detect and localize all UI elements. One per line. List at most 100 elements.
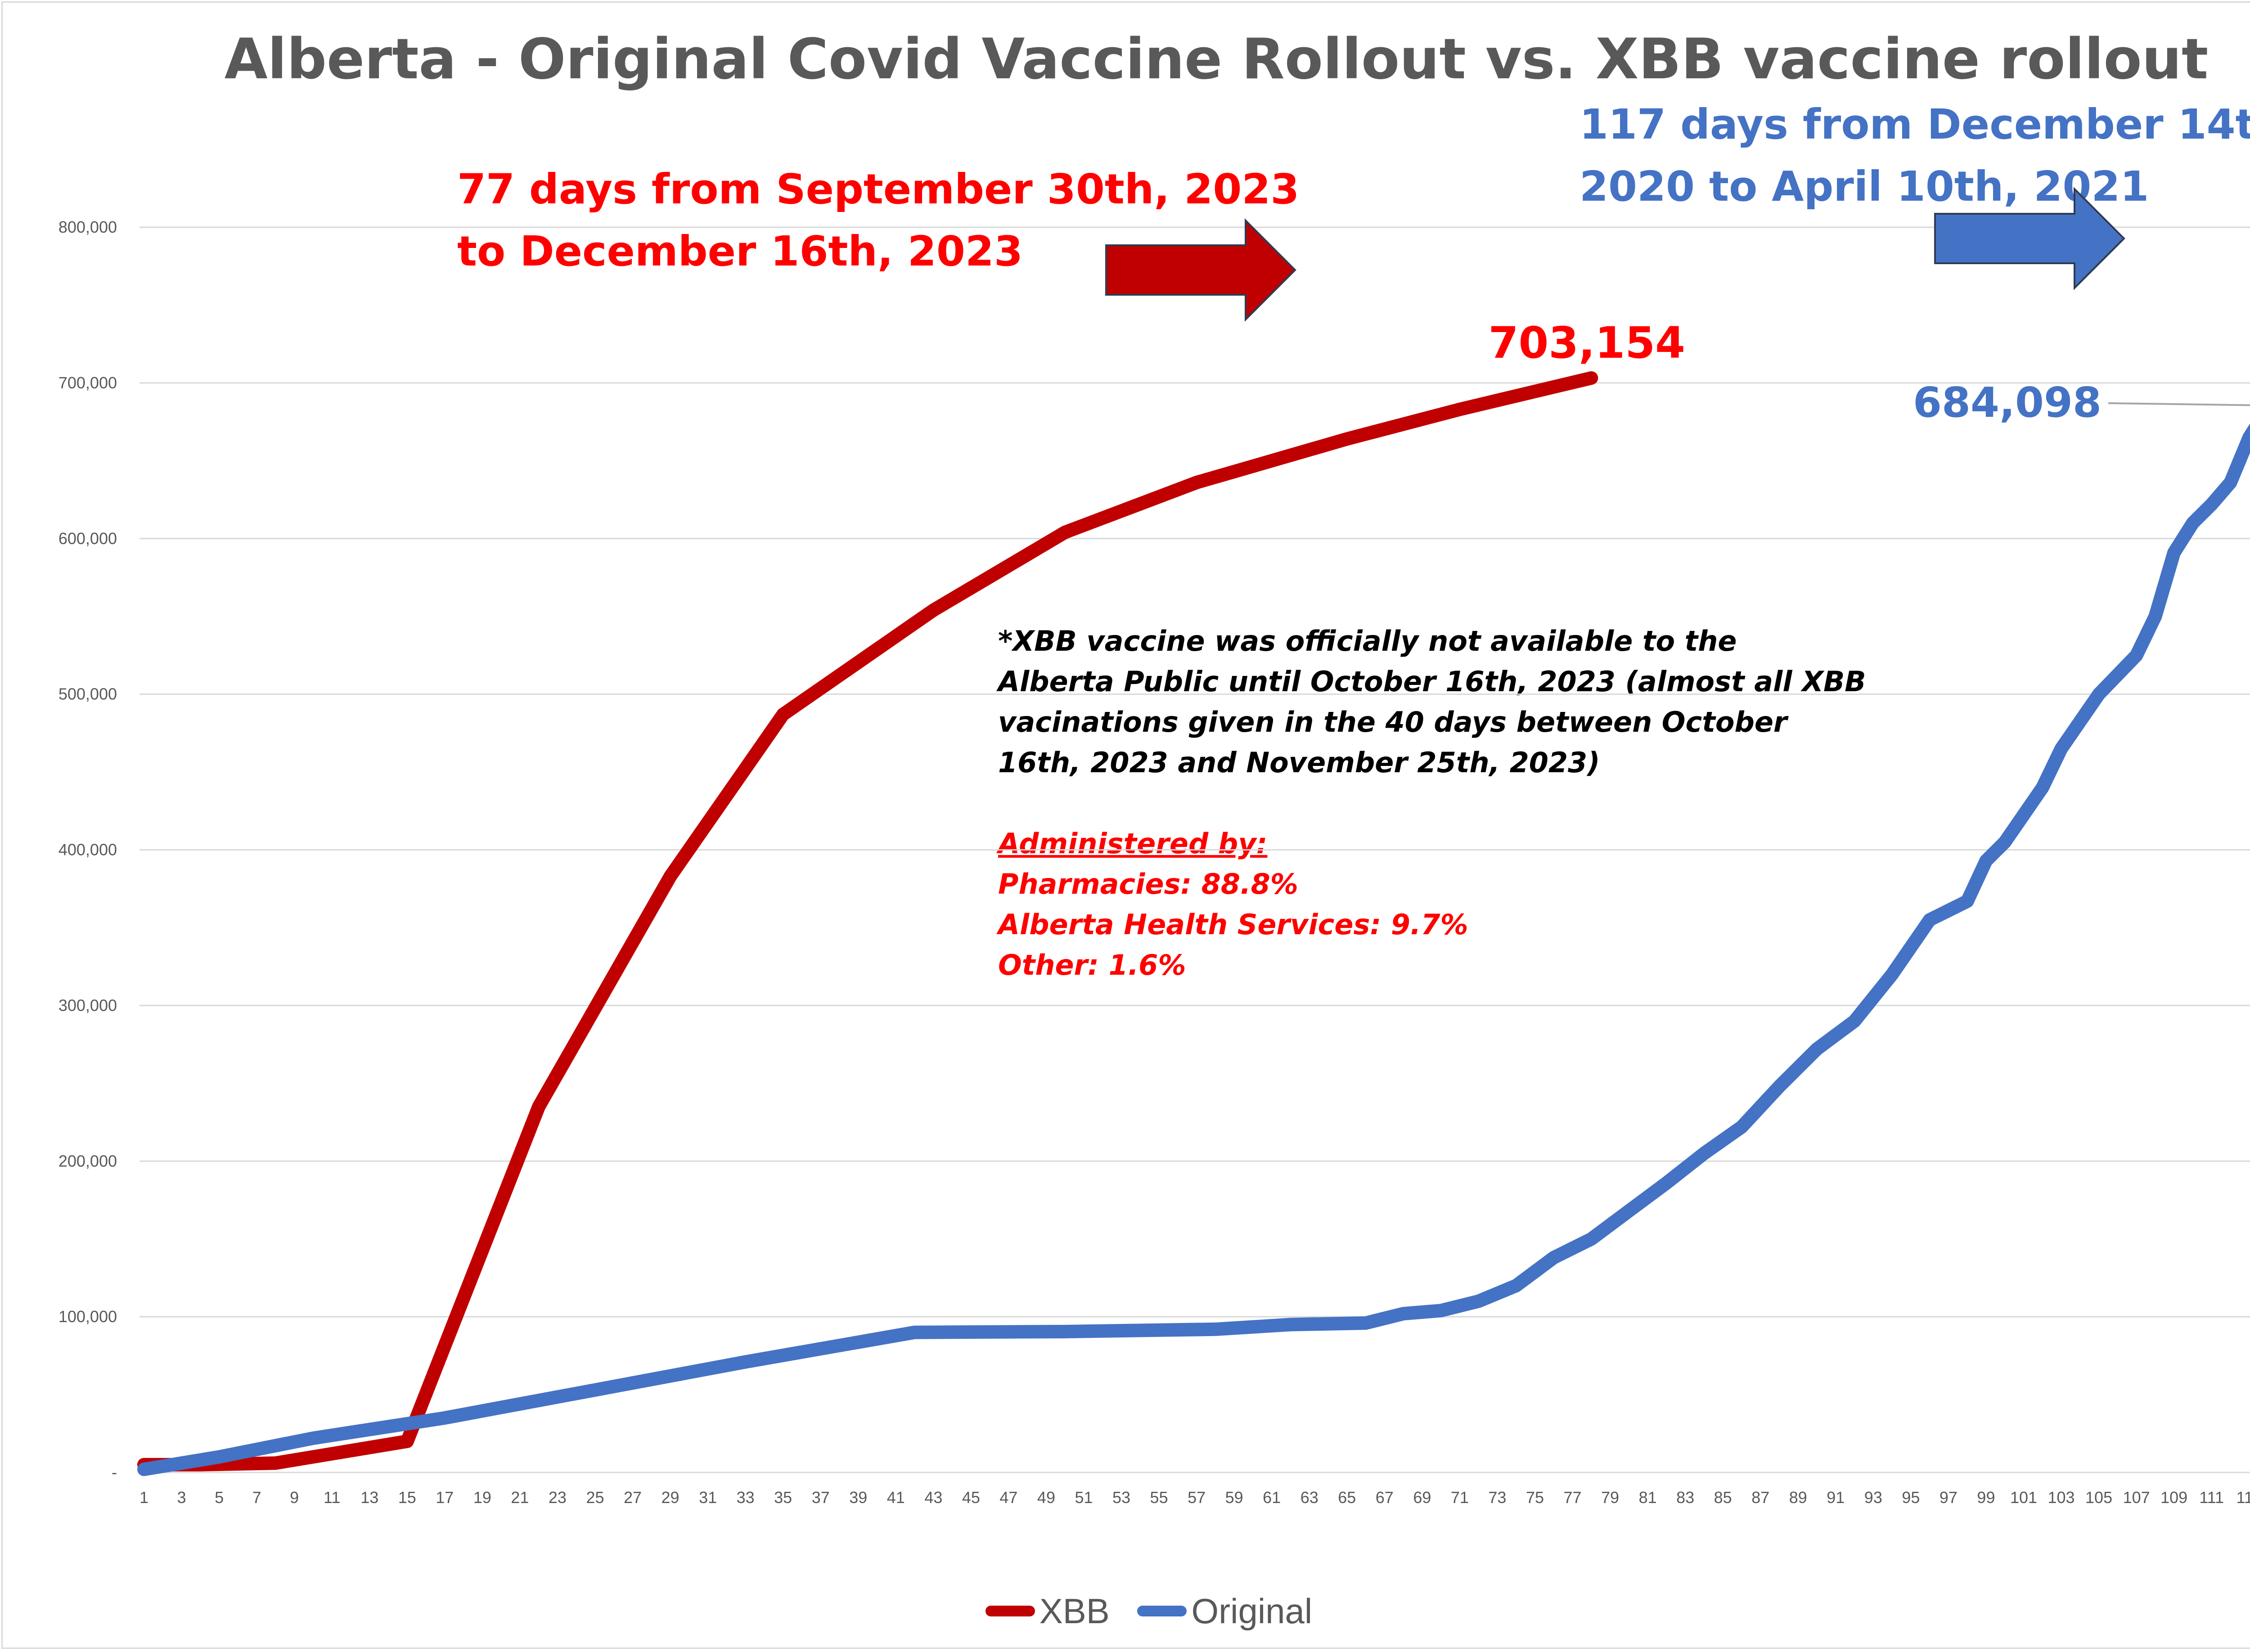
x-tick-label: 9 bbox=[290, 1488, 299, 1507]
x-tick-label: 11 bbox=[324, 1488, 340, 1507]
x-tick-label: 93 bbox=[1864, 1488, 1882, 1507]
xbb-end-label: 703,154 bbox=[1489, 318, 1685, 368]
x-tick-label: 53 bbox=[1112, 1488, 1130, 1507]
x-tick-label: 111 bbox=[2199, 1488, 2224, 1507]
x-tick-label: 67 bbox=[1376, 1488, 1394, 1507]
note-line-3: vacinations given in the 40 days between… bbox=[998, 706, 1787, 738]
x-tick-label: 103 bbox=[2048, 1488, 2074, 1507]
x-tick-label: 81 bbox=[1639, 1488, 1657, 1507]
legend-swatch-original bbox=[1137, 1606, 1187, 1616]
x-tick-label: 83 bbox=[1676, 1488, 1694, 1507]
x-tick-label: 39 bbox=[849, 1488, 867, 1507]
x-tick-label: 87 bbox=[1751, 1488, 1769, 1507]
original-arrow bbox=[1934, 187, 2125, 290]
original-end-label: 684,098 bbox=[1913, 378, 2102, 427]
x-tick-label: 45 bbox=[962, 1488, 980, 1507]
administered-ahs: Alberta Health Services: 9.7% bbox=[998, 908, 1468, 941]
x-tick-label: 95 bbox=[1902, 1488, 1920, 1507]
x-tick-label: 65 bbox=[1338, 1488, 1356, 1507]
x-tick-label: 79 bbox=[1601, 1488, 1619, 1507]
y-tick-label: 500,000 bbox=[58, 685, 117, 703]
legend-label-xbb: XBB bbox=[1039, 1591, 1110, 1631]
x-tick-label: 25 bbox=[586, 1488, 604, 1507]
legend-entry-xbb: XBB bbox=[985, 1591, 1110, 1632]
x-tick-label: 21 bbox=[511, 1488, 529, 1507]
legend: XBB Original bbox=[0, 1584, 2250, 1632]
x-tick-label: 113 bbox=[2236, 1488, 2250, 1507]
administered-other: Other: 1.6% bbox=[998, 949, 1186, 981]
xbb-arrow bbox=[1105, 218, 1296, 322]
x-tick-label: 37 bbox=[812, 1488, 830, 1507]
x-tick-label: 35 bbox=[774, 1488, 792, 1507]
series-line-original bbox=[137, 423, 2250, 1476]
x-tick-label: 29 bbox=[662, 1488, 680, 1507]
x-tick-label: 55 bbox=[1150, 1488, 1168, 1507]
end-value-labels: 703,154 684,098 bbox=[1489, 318, 2250, 427]
y-tick-label: 400,000 bbox=[58, 841, 117, 859]
x-tick-label: 51 bbox=[1075, 1488, 1093, 1507]
x-tick-label: 31 bbox=[699, 1488, 717, 1507]
note-line-4: 16th, 2023 and November 25th, 2023) bbox=[998, 746, 1600, 779]
x-tick-label: 23 bbox=[549, 1488, 567, 1507]
x-tick-label: 75 bbox=[1526, 1488, 1544, 1507]
administered-heading: Administered by: bbox=[998, 827, 1268, 860]
x-tick-label: 73 bbox=[1488, 1488, 1506, 1507]
direction-arrows bbox=[1105, 187, 2125, 322]
x-tick-label: 27 bbox=[624, 1488, 642, 1507]
gridlines bbox=[140, 226, 2250, 1473]
x-axis-tick-labels: 1 3 5 7 9 11 13 15 17 19 21 23 25 27 29 31 33 35 37 39 41 43 4… bbox=[140, 1488, 2250, 1507]
x-tick-label: 63 bbox=[1300, 1488, 1318, 1507]
x-tick-label: 91 bbox=[1827, 1488, 1845, 1507]
x-tick-label: 13 bbox=[360, 1488, 378, 1507]
xbb-period-line-2: to December 16th, 2023 bbox=[457, 227, 1023, 275]
series-line-xbb bbox=[137, 371, 1598, 1472]
x-tick-label: 1 bbox=[140, 1488, 148, 1507]
x-tick-label: 49 bbox=[1037, 1488, 1055, 1507]
x-tick-label: 19 bbox=[473, 1488, 491, 1507]
original-period-line-2: 2020 to April 10th, 2021 bbox=[1580, 162, 2149, 211]
x-tick-label: 77 bbox=[1563, 1488, 1581, 1507]
y-axis-tick-labels: - 100,000 200,000 300,000 400,000 500,000 600,… bbox=[58, 218, 117, 1481]
legend-entry-original: Original bbox=[1137, 1591, 1312, 1632]
y-tick-label: 700,000 bbox=[58, 374, 117, 392]
x-tick-label: 43 bbox=[924, 1488, 942, 1507]
x-tick-label: 15 bbox=[398, 1488, 416, 1507]
note-line-1: *XBB vaccine was officially not availabl… bbox=[998, 625, 1737, 657]
x-tick-label: 99 bbox=[1977, 1488, 1995, 1507]
original-period-annotation: 117 days from December 14th, 2020 to Apr… bbox=[1580, 94, 2250, 218]
y-tick-label: 600,000 bbox=[58, 529, 117, 548]
y-tick-label: 200,000 bbox=[58, 1152, 117, 1170]
x-tick-label: 41 bbox=[887, 1488, 905, 1507]
y-tick-label: - bbox=[112, 1463, 117, 1481]
note-line-2: Alberta Public until October 16th, 2023 … bbox=[998, 665, 1866, 698]
x-tick-label: 61 bbox=[1263, 1488, 1281, 1507]
series-lines bbox=[137, 371, 2250, 1476]
chart-title: Alberta - Original Covid Vaccine Rollout… bbox=[224, 27, 2209, 92]
original-label-leader bbox=[2108, 402, 2250, 406]
x-tick-label: 17 bbox=[436, 1488, 454, 1507]
x-tick-label: 71 bbox=[1451, 1488, 1469, 1507]
original-period-line-1: 117 days from December 14th, bbox=[1580, 100, 2250, 149]
administered-pharmacies: Pharmacies: 88.8% bbox=[998, 868, 1298, 900]
legend-swatch-xbb bbox=[985, 1606, 1035, 1616]
xbb-period-annotation: 77 days from September 30th, 2023 to Dec… bbox=[457, 158, 1299, 283]
x-tick-label: 7 bbox=[252, 1488, 261, 1507]
x-tick-label: 109 bbox=[2160, 1488, 2187, 1507]
x-tick-label: 101 bbox=[2010, 1488, 2037, 1507]
x-tick-label: 97 bbox=[1940, 1488, 1958, 1507]
x-tick-label: 3 bbox=[177, 1488, 186, 1507]
x-tick-label: 5 bbox=[215, 1488, 224, 1507]
xbb-period-line-1: 77 days from September 30th, 2023 bbox=[457, 165, 1300, 213]
x-tick-label: 57 bbox=[1188, 1488, 1206, 1507]
y-tick-label: 800,000 bbox=[58, 218, 117, 236]
x-tick-label: 105 bbox=[2085, 1488, 2112, 1507]
x-tick-label: 69 bbox=[1413, 1488, 1431, 1507]
x-tick-label: 107 bbox=[2123, 1488, 2150, 1507]
x-tick-label: 33 bbox=[737, 1488, 755, 1507]
x-tick-label: 85 bbox=[1714, 1488, 1732, 1507]
y-tick-label: 100,000 bbox=[58, 1307, 117, 1326]
availability-note: *XBB vaccine was officially not availabl… bbox=[998, 621, 1866, 986]
x-tick-label: 89 bbox=[1789, 1488, 1807, 1507]
